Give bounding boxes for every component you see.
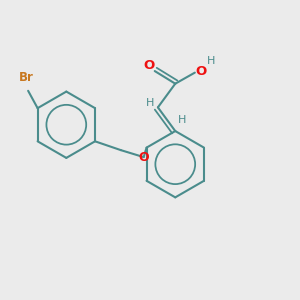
- Text: O: O: [143, 59, 155, 72]
- Text: H: H: [178, 115, 186, 125]
- Text: O: O: [195, 64, 206, 78]
- Text: Br: Br: [19, 71, 34, 84]
- Text: O: O: [138, 151, 149, 164]
- Text: H: H: [146, 98, 154, 108]
- Text: H: H: [207, 56, 215, 66]
